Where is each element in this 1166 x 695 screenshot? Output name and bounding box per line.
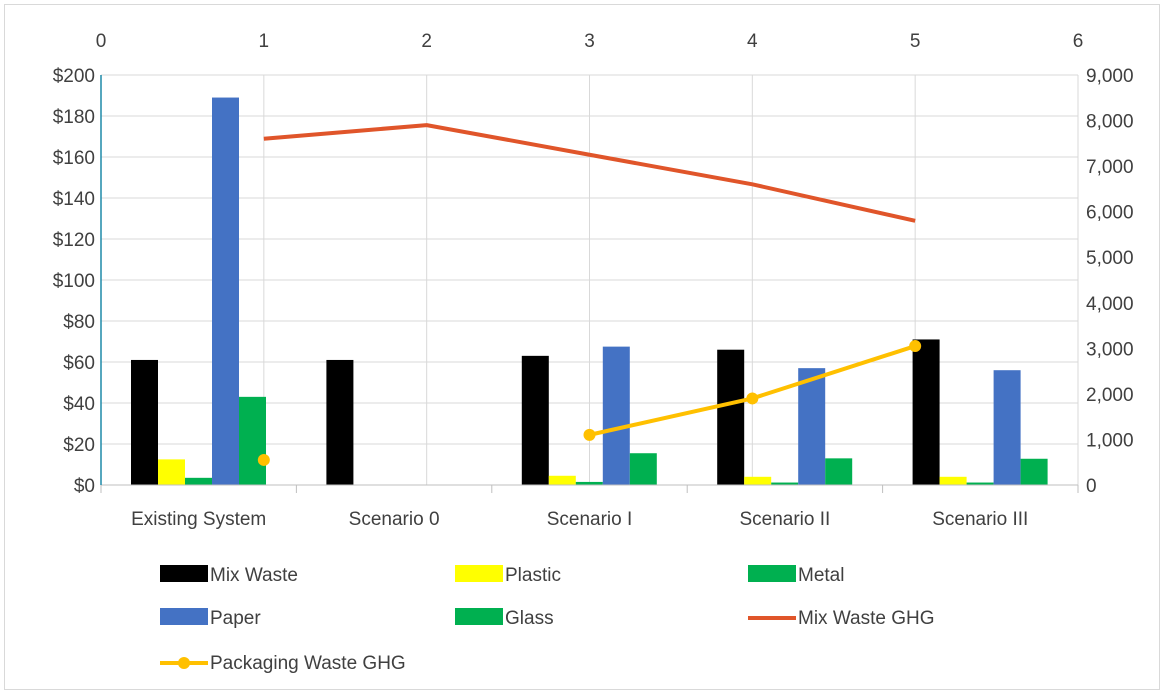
y-right-tick-label: 4,000 xyxy=(1086,294,1134,315)
y-right-tick-label: 0 xyxy=(1086,476,1097,497)
bar-mix-waste xyxy=(521,355,549,485)
y-left-tick-label: $200 xyxy=(53,66,95,87)
x-top-tick-label: 3 xyxy=(584,31,595,52)
legend-label-mix-waste: Mix Waste xyxy=(210,565,298,586)
category-label: Scenario II xyxy=(739,509,830,530)
bar-paper xyxy=(993,370,1021,485)
legend-swatch-glass xyxy=(455,608,503,625)
category-label: Existing System xyxy=(131,509,266,530)
y-left-tick-label: $100 xyxy=(53,271,95,292)
bar-paper xyxy=(212,97,239,486)
bar-glass xyxy=(629,453,657,485)
bar-mix-waste xyxy=(717,349,745,485)
y-right-tick-label: 1,000 xyxy=(1086,430,1134,451)
x-top-tick-label: 4 xyxy=(747,31,758,52)
y-left-tick-label: $120 xyxy=(53,230,95,251)
y-right-tick-label: 3,000 xyxy=(1086,339,1134,360)
bar-plastic xyxy=(744,476,772,485)
lines xyxy=(257,123,922,466)
y-right-tick-label: 2,000 xyxy=(1086,385,1134,406)
axes xyxy=(100,75,1079,493)
bars xyxy=(131,97,1048,486)
bar-paper xyxy=(602,346,630,485)
y-right-tick-label: 7,000 xyxy=(1086,157,1134,178)
bar-metal xyxy=(575,481,603,485)
legend-label-metal: Metal xyxy=(798,565,844,586)
category-label: Scenario 0 xyxy=(349,509,440,530)
x-top-tick-label: 1 xyxy=(259,31,270,52)
y-left-tick-label: $40 xyxy=(63,394,95,415)
category-label: Scenario I xyxy=(547,509,633,530)
x-top-tick-label: 6 xyxy=(1073,31,1084,52)
legend-label-paper: Paper xyxy=(210,608,261,629)
marker-packaging-waste-ghg xyxy=(909,340,922,353)
y-left-tick-label: $180 xyxy=(53,107,95,128)
category-label: Scenario III xyxy=(932,509,1028,530)
bar-metal xyxy=(771,482,799,485)
line-mix-waste-ghg xyxy=(263,123,916,223)
bar-metal xyxy=(966,482,994,485)
legend-marker-packaging-waste-ghg xyxy=(178,657,190,669)
legend-swatch-metal xyxy=(748,565,796,582)
y-right-tick-label: 8,000 xyxy=(1086,112,1134,133)
legend-label-plastic: Plastic xyxy=(505,565,561,586)
legend: Mix Waste Plastic Metal Paper Glass Mix Waste… xyxy=(160,565,935,674)
bar-plastic xyxy=(939,476,967,485)
legend-swatch-mix-waste xyxy=(160,565,208,582)
legend-swatch-paper xyxy=(160,608,208,625)
y-left-tick-label: $160 xyxy=(53,148,95,169)
bar-glass xyxy=(239,396,266,485)
bar-glass xyxy=(1020,458,1048,485)
bar-plastic xyxy=(548,475,576,485)
y-right-tick-label: 5,000 xyxy=(1086,248,1134,269)
bar-glass xyxy=(825,458,853,485)
y-right-tick-label: 9,000 xyxy=(1086,66,1134,87)
y-left-tick-label: $60 xyxy=(63,353,95,374)
marker-packaging-waste-ghg xyxy=(257,453,270,466)
bar-plastic xyxy=(158,459,185,485)
legend-label-glass: Glass xyxy=(505,608,554,629)
bar-mix-waste xyxy=(326,359,354,485)
y-left-tick-label: $80 xyxy=(63,312,95,333)
x-top-tick-label: 2 xyxy=(421,31,432,52)
x-top-tick-label: 5 xyxy=(910,31,921,52)
legend-label-mix-waste-ghg: Mix Waste GHG xyxy=(798,608,935,629)
y-left-tick-label: $140 xyxy=(53,189,95,210)
bar-mix-waste xyxy=(912,339,940,485)
marker-packaging-waste-ghg xyxy=(746,392,759,405)
bar-mix-waste xyxy=(131,359,158,485)
bar-paper xyxy=(798,368,826,485)
y-right-tick-label: 6,000 xyxy=(1086,203,1134,224)
y-left-tick-label: $20 xyxy=(63,435,95,456)
x-top-tick-label: 0 xyxy=(96,31,107,52)
legend-swatch-plastic xyxy=(455,565,503,582)
legend-label-packaging-waste-ghg: Packaging Waste GHG xyxy=(210,653,406,674)
y-left-tick-label: $0 xyxy=(74,476,95,497)
marker-packaging-waste-ghg xyxy=(583,428,596,441)
bar-metal xyxy=(185,477,212,485)
